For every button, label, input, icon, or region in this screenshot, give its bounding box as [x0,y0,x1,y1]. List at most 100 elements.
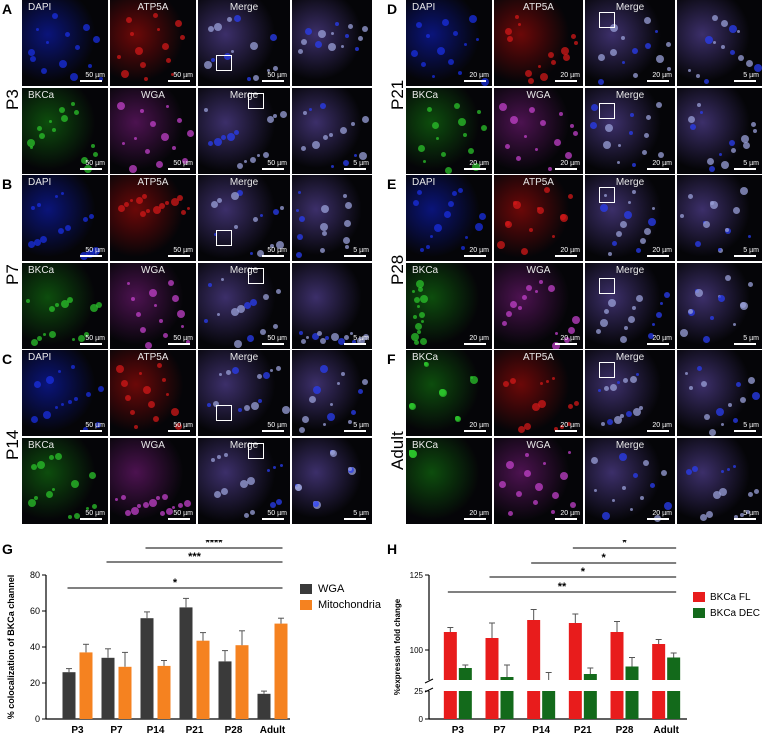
signal-speck [525,70,533,78]
signal-speck [621,60,625,64]
signal-speck [93,36,101,44]
micrograph-a-top-1: ATP5A 50 µm [110,0,196,86]
signal-speck [176,310,185,319]
signal-speck [319,365,328,374]
panel-letter-a: A [2,1,13,17]
stage-label-p28: P28 [388,254,407,285]
signal-speck [340,372,345,377]
signal-speck [680,214,684,219]
signal-speck [734,515,738,520]
signal-speck [737,29,740,33]
signal-speck [129,199,133,203]
legend-swatch [300,584,312,594]
signal-speck [716,408,724,417]
signal-speck [560,424,565,429]
signal-speck [117,204,125,212]
signal-speck [116,364,125,373]
signal-speck [420,247,425,252]
signal-speck [125,394,132,401]
signal-speck [140,211,147,218]
signal-speck [616,231,622,238]
signal-speck [31,416,39,424]
scale-label: 20 µm [469,422,489,429]
signal-speck [172,295,180,303]
signal-speck [472,163,481,172]
signal-speck [348,24,354,30]
micrograph-a-top-3 [292,0,372,86]
signal-speck [667,67,672,72]
signal-speck [163,333,169,339]
signal-speck [539,382,543,386]
micrograph-d-bottom-2: Merge 20 µm [585,88,675,174]
signal-speck [217,455,222,460]
signal-speck [46,40,50,44]
signal-speck [626,410,633,417]
channel-label: WGA [141,90,165,101]
signal-speck [121,69,130,78]
signal-speck [572,316,581,325]
signal-speck [49,330,57,338]
signal-speck [144,341,152,349]
signal-speck [639,405,644,410]
roi-box [599,12,615,28]
scale-bar [647,430,669,432]
signal-speck [64,32,70,38]
signal-speck [55,452,63,460]
signal-speck [412,199,419,206]
signal-speck [61,402,65,406]
signal-speck [604,309,609,314]
signal-speck [463,43,467,47]
signal-speck [687,309,693,314]
micrograph-e-top-3: 5 µm [677,175,762,261]
signal-speck [656,102,662,109]
channel-label: ATP5A [523,177,554,188]
signal-speck [137,504,142,509]
scale-label: 5 µm [353,510,369,517]
signal-speck [207,283,212,288]
signal-speck [547,284,555,292]
channel-label: Merge [229,177,259,188]
signal-speck [204,318,209,323]
scale-bar [168,343,190,345]
signal-speck [227,132,236,141]
significance-label: * [602,552,607,564]
signal-speck [412,289,416,293]
signal-speck [507,35,514,42]
signal-speck [344,334,349,340]
signal-speck [753,489,759,495]
signal-speck [125,509,132,516]
signal-speck [620,336,627,344]
signal-speck [120,379,128,387]
signal-speck [540,72,549,81]
signal-speck [454,416,459,421]
signal-speck [409,450,417,458]
scale-label: 5 µm [743,160,759,167]
signal-speck [164,200,169,205]
channel-label: DAPI [28,177,52,188]
signal-speck [347,467,352,471]
signal-speck [48,305,55,312]
signal-speck [538,65,542,69]
signal-speck [409,402,414,408]
signal-speck [232,367,240,375]
signal-speck [437,46,446,55]
stage-label-p14: P14 [3,429,22,460]
scale-bar [464,255,486,257]
scale-label: 50 µm [85,72,105,79]
signal-speck [98,76,103,81]
signal-speck [328,132,333,137]
signal-speck [414,297,421,304]
signal-speck [251,402,260,411]
signal-speck [453,103,460,110]
scale-bar [168,168,190,170]
signal-speck [88,471,96,479]
signal-speck [568,326,576,334]
signal-speck [171,145,176,150]
significance-label: * [581,566,586,578]
signal-speck [269,244,274,249]
signal-speck [263,294,270,301]
signal-speck [517,425,525,433]
signal-speck [311,140,320,149]
signal-speck [330,332,339,341]
signal-speck [303,110,308,115]
